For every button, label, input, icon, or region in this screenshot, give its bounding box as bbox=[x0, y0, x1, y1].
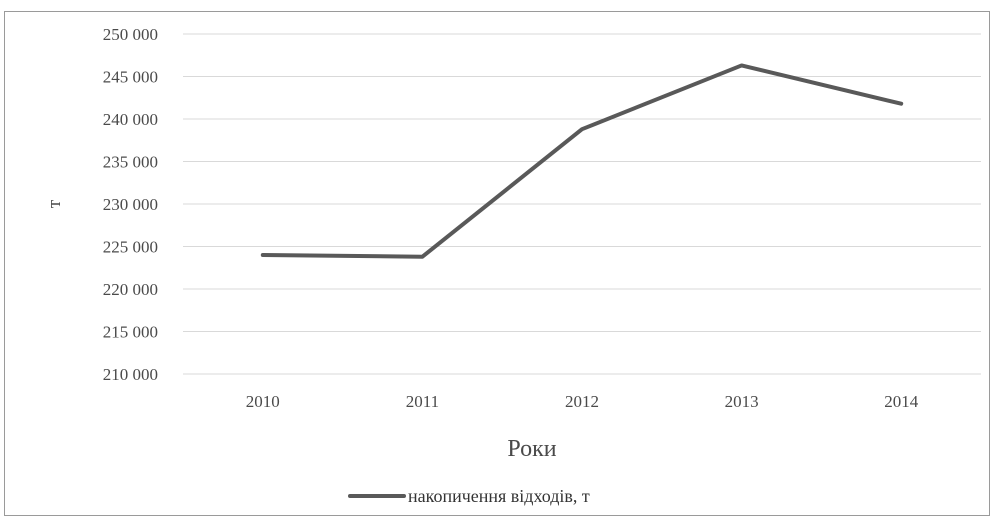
legend-label: накопичення відходів, т bbox=[408, 486, 590, 506]
y-tick-label: 210 000 bbox=[103, 365, 158, 384]
y-tick-label: 230 000 bbox=[103, 195, 158, 214]
x-axis-tick-labels: 2010 2011 2012 2013 2014 bbox=[246, 392, 919, 411]
x-axis-title: Роки bbox=[507, 436, 556, 462]
x-tick-label: 2010 bbox=[246, 392, 280, 411]
y-tick-label: 220 000 bbox=[103, 280, 158, 299]
y-axis-title: т bbox=[44, 199, 65, 208]
legend: накопичення відходів, т bbox=[348, 486, 590, 506]
y-tick-label: 215 000 bbox=[103, 323, 158, 342]
y-tick-label: 250 000 bbox=[103, 25, 158, 44]
y-tick-label: 240 000 bbox=[103, 110, 158, 129]
y-tick-label: 235 000 bbox=[103, 153, 158, 172]
y-axis-tick-labels: 210 000 215 000 220 000 225 000 230 000 235 0… bbox=[103, 25, 158, 384]
x-tick-label: 2011 bbox=[406, 392, 439, 411]
x-tick-label: 2012 bbox=[565, 392, 599, 411]
y-tick-label: 245 000 bbox=[103, 68, 158, 87]
x-tick-label: 2013 bbox=[725, 392, 759, 411]
gridlines bbox=[183, 33, 981, 375]
series-lines bbox=[260, 63, 904, 259]
x-tick-label: 2014 bbox=[884, 392, 919, 411]
y-tick-label: 225 000 bbox=[103, 238, 158, 257]
chart-frame bbox=[4, 11, 990, 516]
